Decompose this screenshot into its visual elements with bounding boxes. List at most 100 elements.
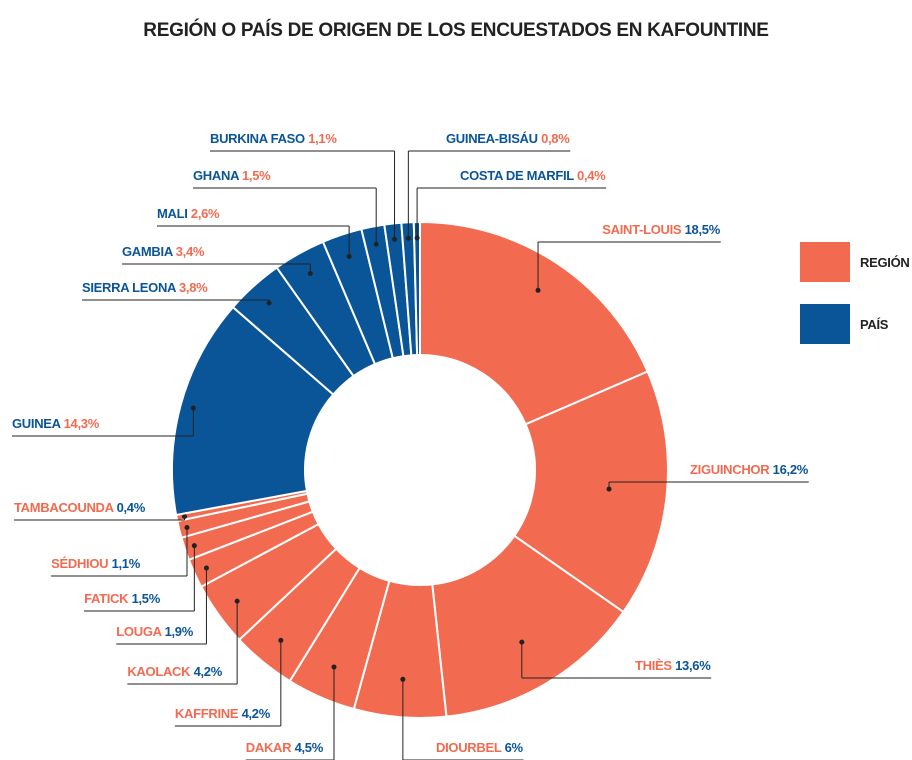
slice-label: FATICK 1,5% (84, 591, 161, 606)
label-value: 0,4% (577, 168, 606, 183)
label-name: GAMBIA (122, 244, 174, 259)
label-name: LOUGA (116, 624, 162, 639)
label-name: SIERRA LEONA (82, 280, 177, 295)
label-value: 1,1% (308, 131, 337, 146)
leader-dot (405, 235, 411, 241)
label-name: ZIGUINCHOR (690, 462, 770, 477)
label-value: 0,8% (541, 131, 570, 146)
leader-dot (191, 543, 197, 549)
slice-label: BURKINA FASO 1,1% (210, 131, 337, 146)
slice-label: MALI 2,6% (157, 206, 220, 221)
leader-dot (392, 236, 398, 242)
slice-label: SIERRA LEONA 3,8% (82, 280, 208, 295)
label-value: 2,6% (191, 206, 220, 221)
label-value: 16,2% (773, 462, 809, 477)
leader-line (193, 187, 377, 245)
label-value: 1,5% (242, 168, 271, 183)
label-name: GUINEA (12, 416, 62, 431)
leader-dot (331, 664, 337, 670)
leader-line (210, 150, 396, 240)
label-name: GUINEA-BISÁU (446, 131, 538, 146)
label-name: BURKINA FASO (210, 131, 305, 146)
leader-line (402, 679, 524, 760)
legend-label: REGIÓN (860, 255, 909, 270)
leader-dot (519, 639, 525, 645)
leader-line (116, 568, 207, 645)
slice-label: THIÈS 13,6% (635, 658, 711, 673)
label-name: MALI (157, 206, 188, 221)
label-name: DIOURBEL (436, 740, 502, 755)
slice-label: GAMBIA 3,4% (122, 244, 205, 259)
label-value: 4,5% (295, 740, 324, 755)
label-value: 14,3% (64, 416, 100, 431)
label-name: GHANA (193, 168, 240, 183)
label-value: 18,5% (685, 222, 721, 237)
leader-line (51, 527, 188, 577)
slice-label: KAFFRINE 4,2% (175, 706, 271, 721)
slice (412, 220, 421, 357)
leader-dot (234, 598, 240, 604)
slice-label: COSTA DE MARFIL 0,4% (460, 168, 606, 183)
legend-swatch (800, 242, 850, 282)
leader-dot (400, 676, 406, 682)
label-value: 13,6% (675, 658, 711, 673)
leader-line (407, 150, 571, 239)
label-name: TAMBACOUNDA (14, 500, 115, 515)
slice-label: DAKAR 4,5% (246, 740, 324, 755)
label-value: 3,8% (179, 280, 208, 295)
slice-label: TAMBACOUNDA 0,4% (14, 500, 146, 515)
leader-line (245, 667, 335, 760)
leader-dot (535, 287, 541, 293)
label-value: 6% (505, 740, 524, 755)
leader-dot (266, 300, 272, 306)
label-value: 1,9% (165, 624, 194, 639)
leader-dot (606, 486, 612, 492)
legend-label: PAÍS (860, 317, 889, 332)
leader-dot (278, 637, 284, 643)
slice-label: DIOURBEL 6% (436, 740, 524, 755)
label-name: SÉDHIOU (51, 556, 108, 571)
label-name: DAKAR (246, 740, 292, 755)
leader-line (174, 640, 282, 727)
label-name: KAOLACK (127, 664, 191, 679)
leader-line (416, 187, 607, 239)
slice-label: ZIGUINCHOR 16,2% (690, 462, 809, 477)
slice-label: SÉDHIOU 1,1% (51, 556, 141, 571)
label-value: 3,4% (176, 244, 205, 259)
leader-dot (414, 235, 420, 241)
slice-label: GUINEA 14,3% (12, 416, 100, 431)
slice (171, 305, 335, 517)
leader-line (14, 516, 186, 521)
leader-dot (182, 513, 188, 519)
label-value: 1,1% (112, 556, 141, 571)
label-name: SAINT-LOUIS (602, 222, 682, 237)
label-value: 1,5% (132, 591, 161, 606)
leader-line (157, 225, 350, 257)
leader-dot (346, 253, 352, 259)
slice-label: GHANA 1,5% (193, 168, 271, 183)
slice (512, 370, 669, 614)
leader-line (537, 241, 721, 291)
leader-dot (203, 565, 209, 571)
label-value: 4,2% (194, 664, 223, 679)
leader-dot (184, 524, 190, 530)
leader-line (521, 642, 712, 679)
leader-line (12, 407, 194, 437)
label-name: FATICK (84, 591, 129, 606)
leader-line (84, 545, 195, 612)
leader-dot (307, 271, 313, 277)
label-name: THIÈS (635, 658, 672, 673)
chart-title: REGIÓN O PAÍS DE ORIGEN DE LOS ENCUESTAD… (143, 19, 768, 41)
leader-dot (373, 241, 379, 247)
label-name: KAFFRINE (175, 706, 239, 721)
leader-dot (190, 405, 196, 411)
leader-line (127, 601, 238, 685)
slice-label: LOUGA 1,9% (116, 624, 193, 639)
label-value: 4,2% (242, 706, 271, 721)
legend-swatch (800, 304, 850, 344)
slice-label: SAINT-LOUIS 18,5% (602, 222, 720, 237)
slice (431, 534, 625, 718)
slice-label: GUINEA-BISÁU 0,8% (446, 131, 570, 146)
